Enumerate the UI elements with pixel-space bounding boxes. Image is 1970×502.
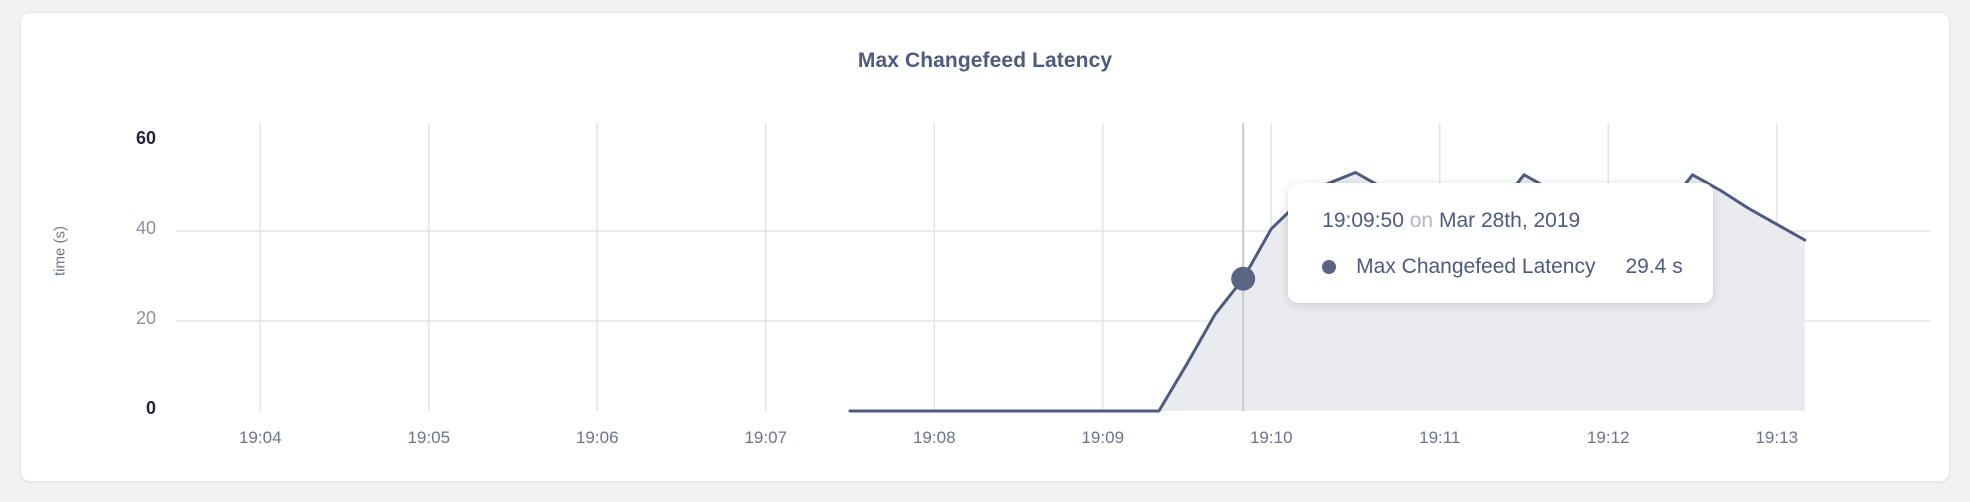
tooltip-header: 19:09:50 on Mar 28th, 2019 [1322,209,1683,233]
y-tick-40: 40 [135,218,156,238]
y-tick-0: 0 [145,398,156,418]
tooltip-date: Mar 28th, 2019 [1438,209,1581,232]
tooltip-series-value: 29.4 s [1625,255,1683,278]
x-tick-19-04: 19:04 [238,428,282,447]
x-tick-19-06: 19:06 [575,428,619,447]
x-tick-19-09: 19:09 [1081,428,1125,447]
x-tick-19-07: 19:07 [744,428,788,447]
hover-tooltip: 19:09:50 on Mar 28th, 2019 Max Changefee… [1288,183,1713,303]
y-axis-title: time (s) [51,226,69,276]
y-tick-60: 60 [135,128,156,148]
tooltip-series-row: Max Changefeed Latency 29.4 s [1322,255,1683,279]
x-tick-19-13: 19:13 [1755,428,1799,447]
tooltip-time: 19:09:50 [1322,209,1404,232]
x-tick-19-12: 19:12 [1586,428,1630,447]
tooltip-on-label: on [1409,209,1434,232]
x-tick-19-08: 19:08 [912,428,956,447]
x-tick-19-11: 19:11 [1419,428,1461,447]
x-tick-19-10: 19:10 [1249,428,1293,447]
tooltip-series-name: Max Changefeed Latency [1356,255,1596,278]
series-color-dot-icon [1322,260,1337,274]
x-tick-19-05: 19:05 [407,428,451,447]
y-tick-20: 20 [135,308,156,328]
page-title: Max Changefeed Latency [857,49,1113,72]
metric-card: Max Changefeed Latency time (s) 0 20 40 60 … [20,12,1950,482]
